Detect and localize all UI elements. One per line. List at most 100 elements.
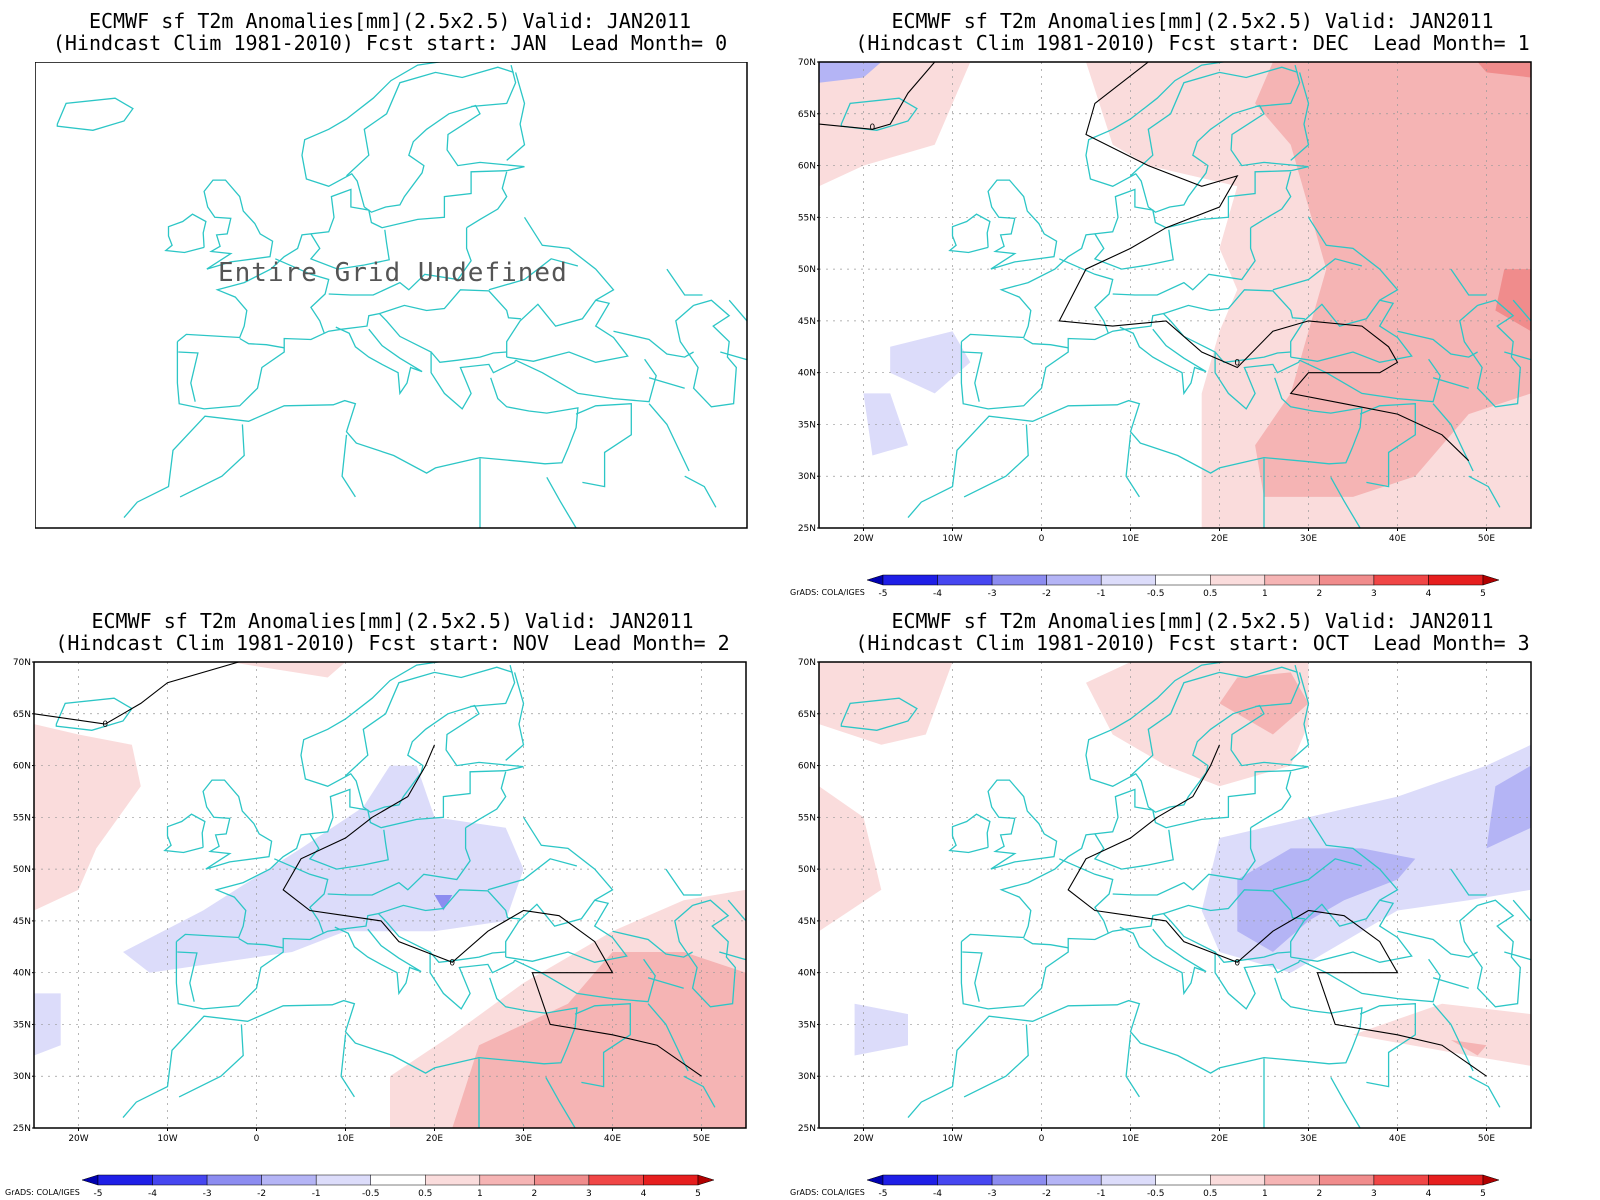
- country-border: [1163, 289, 1305, 320]
- coastline: [335, 326, 423, 396]
- colorbar-arrow-low: [866, 574, 884, 586]
- zero-contour: [1058, 62, 1470, 462]
- coastline: [684, 475, 717, 508]
- coastline: [1147, 104, 1309, 213]
- colorbar-label: 0.5: [1203, 589, 1217, 598]
- colorbar-label: 0.5: [1203, 1189, 1217, 1198]
- lon-tick-label: 10W: [157, 1134, 177, 1144]
- anomaly-area: [890, 331, 971, 394]
- lat-tick-label: 30N: [798, 472, 816, 482]
- coastline: [987, 779, 1058, 870]
- colorbar-label: -0.5: [1147, 589, 1165, 598]
- country-border: [178, 351, 199, 402]
- colorbar-label: -0.5: [362, 1189, 380, 1198]
- colorbar-box: [206, 1174, 262, 1186]
- coastline: [175, 765, 524, 943]
- coastline: [175, 912, 516, 1010]
- country-border: [1272, 258, 1363, 291]
- lon-tick-label: 10E: [337, 1134, 354, 1144]
- country-border: [1397, 930, 1478, 958]
- lon-tick-label: 10W: [942, 1134, 962, 1144]
- colorbar-label: -3: [988, 1189, 997, 1198]
- country-border: [466, 171, 508, 229]
- coastline: [1459, 299, 1521, 408]
- lon-tick-label: 30E: [515, 1134, 532, 1144]
- anomaly-area: [34, 724, 141, 911]
- panel-title-line2: (Hindcast Clim 1981-2010) Fcst start: NO…: [55, 631, 730, 655]
- coastline: [56, 97, 134, 131]
- country-border: [1432, 977, 1469, 989]
- colorbar-box: [1046, 574, 1102, 586]
- contour-label: 0: [1234, 358, 1240, 368]
- contour-label: 0: [870, 123, 876, 133]
- colorbar-box: [425, 1174, 481, 1186]
- country-border: [719, 899, 746, 961]
- colorbar-label: -3: [203, 1189, 212, 1198]
- colorbar-box: [588, 1174, 644, 1186]
- panel-lead-0: ECMWF sf T2m Anomalies[mm](2.5x2.5) Vali…: [0, 0, 780, 590]
- colorbar-label: 5: [695, 1189, 701, 1198]
- colorbar-box: [882, 574, 938, 586]
- colorbar-box: [1319, 1174, 1375, 1186]
- colorbar-box: [479, 1174, 535, 1186]
- colorbar-label: -5: [879, 1189, 888, 1198]
- colorbar-box: [1100, 574, 1156, 586]
- lon-tick-label: 0: [254, 1134, 260, 1144]
- coastline: [176, 165, 525, 343]
- coastline: [122, 977, 578, 1119]
- lon-tick-label: 50E: [693, 1134, 710, 1144]
- map-frame: [35, 62, 748, 529]
- contour-label: 0: [1234, 958, 1240, 968]
- colorbar-label: 3: [1371, 1189, 1377, 1198]
- colorbar-label: -1: [1097, 589, 1106, 598]
- coastline: [301, 62, 525, 208]
- anomaly-area: [863, 393, 908, 456]
- lat-tick-label: 70N: [13, 658, 31, 668]
- country-border: [962, 951, 983, 1002]
- colorbar-box: [937, 574, 993, 586]
- panel-lead-1: ECMWF sf T2m Anomalies[mm](2.5x2.5) Vali…: [785, 0, 1600, 600]
- panel-title-line1: ECMWF sf T2m Anomalies[mm](2.5x2.5) Vali…: [88, 9, 692, 33]
- map-border: [818, 61, 1532, 529]
- colorbar-label: 1: [1262, 1189, 1268, 1198]
- lat-tick-label: 35N: [798, 420, 816, 430]
- colorbar-label: -5: [879, 589, 888, 598]
- country-border: [1023, 337, 1069, 349]
- lat-tick-label: 45N: [13, 917, 31, 927]
- lon-tick-label: 20W: [68, 1134, 88, 1144]
- colorbar-arrow-low: [81, 1174, 99, 1186]
- coastlines: [56, 62, 747, 528]
- colorbar-label: 4: [641, 1189, 647, 1198]
- country-border: [963, 1024, 1029, 1098]
- lon-tick-label: 10E: [1122, 534, 1139, 544]
- colorbar-box: [152, 1174, 208, 1186]
- lon-tick-label: 40E: [604, 1134, 621, 1144]
- anomaly-area: [854, 1003, 908, 1056]
- coastline: [948, 813, 991, 854]
- anomaly-area: [229, 662, 346, 678]
- coastline: [840, 697, 918, 731]
- colorbar-label: 5: [1480, 589, 1486, 598]
- lon-tick-label: 20E: [426, 1134, 443, 1144]
- lat-tick-label: 40N: [13, 969, 31, 979]
- country-border: [1450, 268, 1487, 296]
- colorbar-box: [1319, 574, 1375, 586]
- country-border: [1450, 868, 1487, 896]
- map-frame: 0 70N 65N 60N 55N 50N 45N 40N 35N 30N 25N 20W 10W 0 10…: [798, 658, 1532, 1144]
- lat-tick-label: 65N: [798, 110, 816, 120]
- country-border: [613, 330, 694, 358]
- colorbar-box: [1428, 1174, 1484, 1186]
- coastline: [960, 912, 1301, 1010]
- lat-tick-label: 55N: [13, 813, 31, 823]
- colorbar-label: 3: [586, 1189, 592, 1198]
- country-border: [962, 351, 983, 402]
- country-border: [1290, 72, 1310, 161]
- zero-contour: [819, 62, 936, 130]
- lat-tick-label: 60N: [798, 162, 816, 172]
- lat-tick-label: 30N: [798, 1072, 816, 1082]
- coastline: [675, 299, 737, 408]
- country-border: [1290, 672, 1310, 761]
- colorbar-arrow-low: [866, 1174, 884, 1186]
- country-border: [1130, 666, 1299, 777]
- country-border: [1432, 403, 1474, 472]
